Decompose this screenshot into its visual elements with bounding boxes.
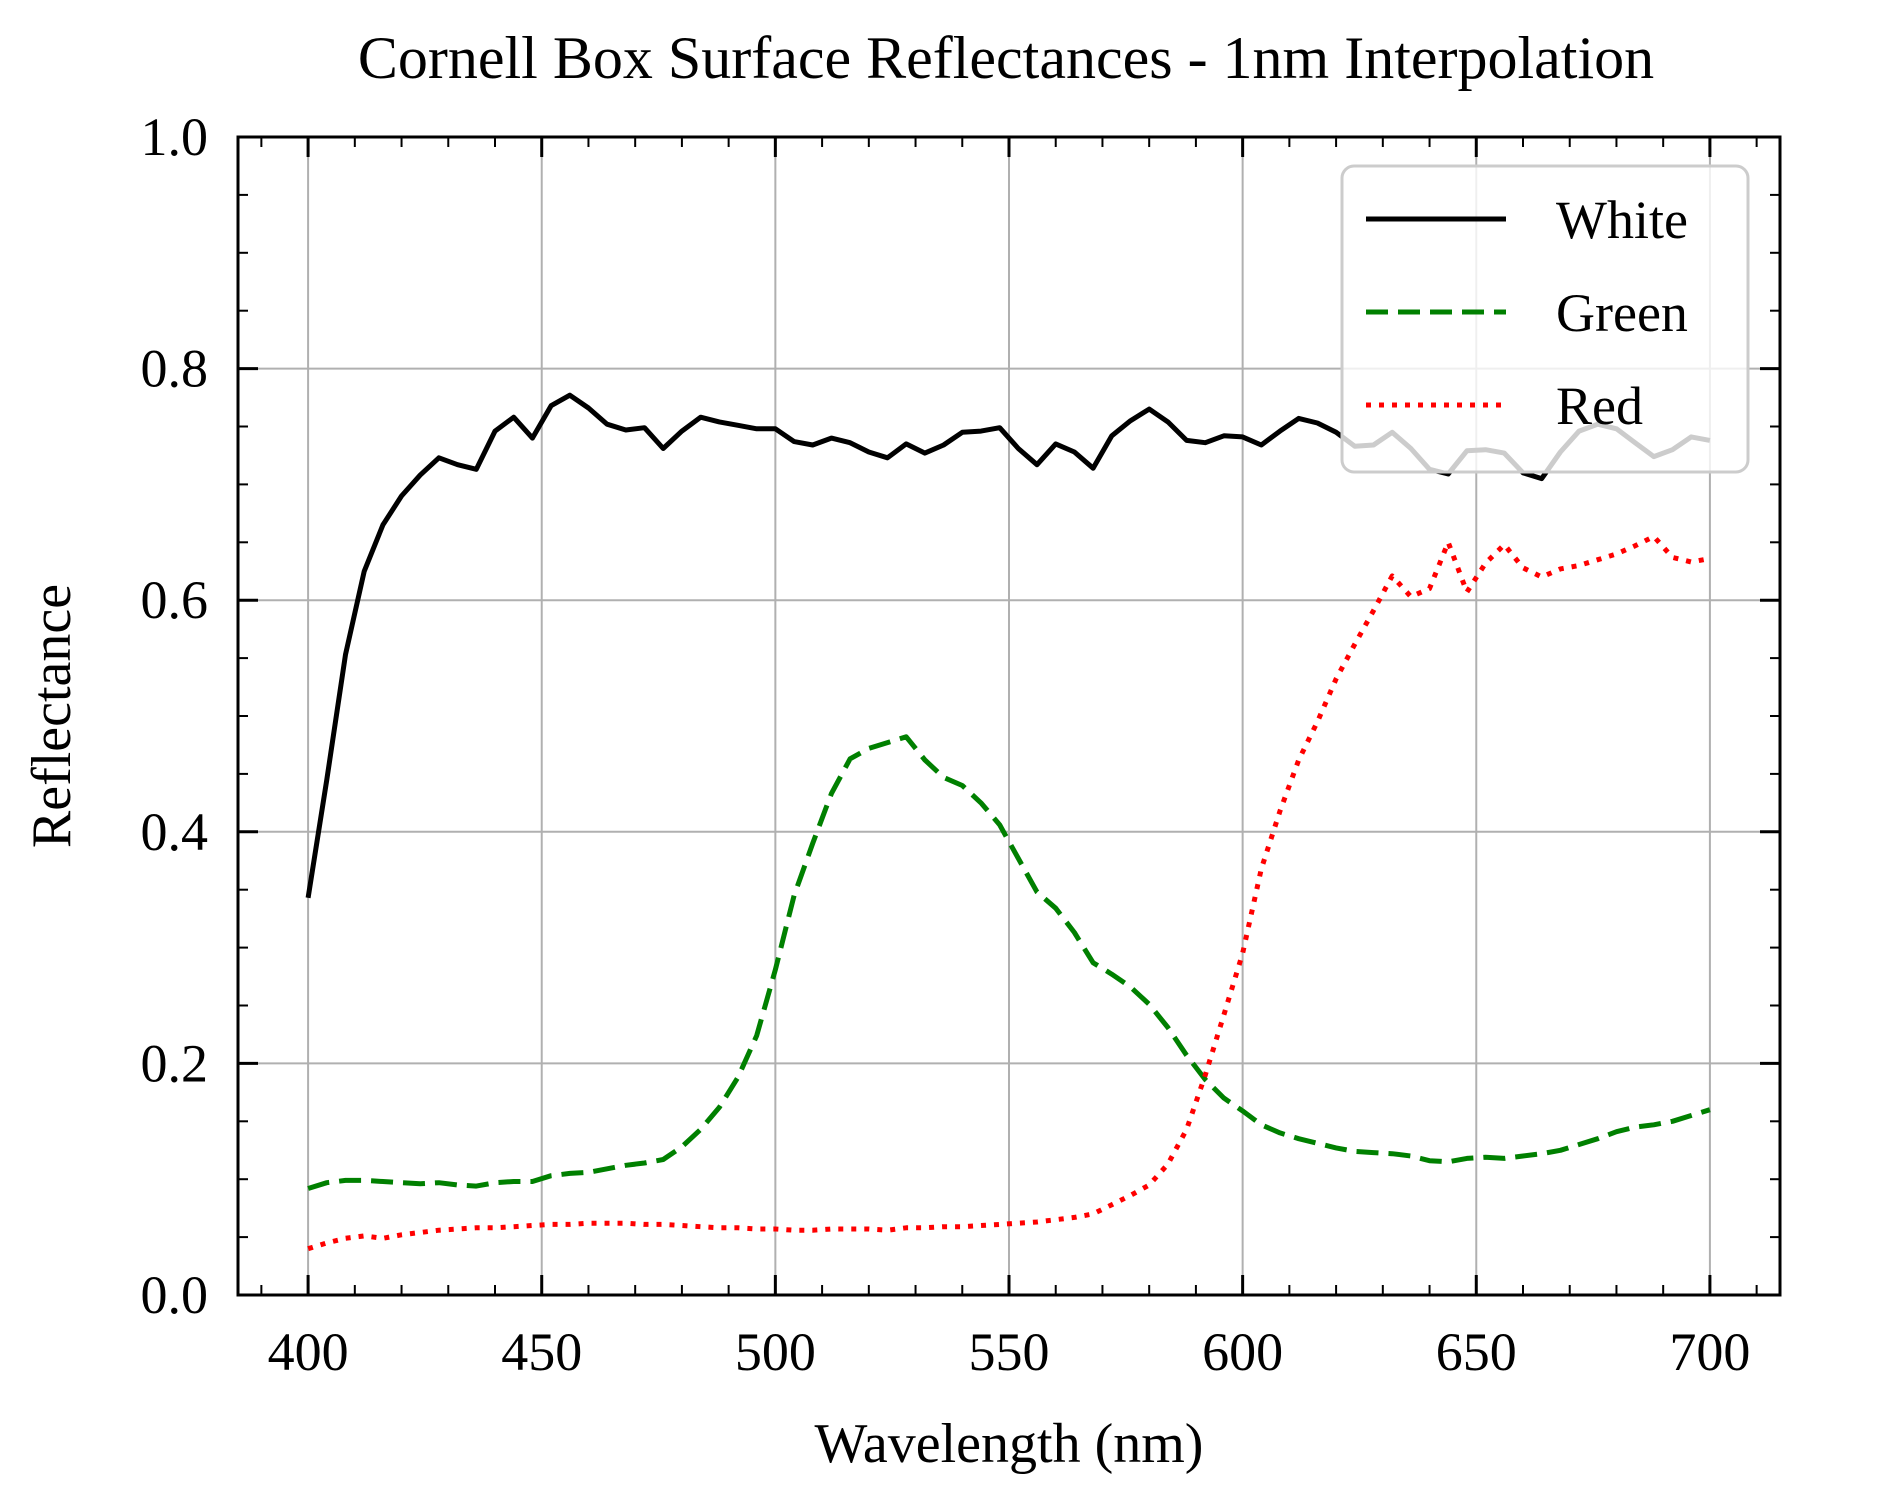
y-tick-label: 0.2 <box>141 1033 209 1093</box>
chart-title: Cornell Box Surface Reflectances - 1nm I… <box>358 25 1654 91</box>
x-tick-label: 600 <box>1202 1322 1283 1382</box>
x-tick-label: 550 <box>969 1322 1050 1382</box>
x-axis-label: Wavelength (nm) <box>815 1413 1204 1475</box>
x-tick-label: 500 <box>735 1322 816 1382</box>
y-tick-labels: 0.0 0.2 0.4 0.6 0.8 1.0 <box>141 107 209 1325</box>
series-line-green <box>307 734 1711 1191</box>
x-tick-label: 400 <box>268 1322 349 1382</box>
x-tick-label: 700 <box>1669 1322 1750 1382</box>
y-axis-label: Reflectance <box>21 584 83 848</box>
y-tick-label: 1.0 <box>141 107 209 167</box>
y-tick-label: 0.4 <box>141 802 209 862</box>
legend-label-white: White <box>1556 190 1688 250</box>
ticks <box>238 135 1780 1297</box>
legend: White Green Red <box>1340 164 1750 474</box>
x-tick-label: 450 <box>501 1322 582 1382</box>
x-tick-labels: 400 450 500 550 600 650 700 <box>268 1322 1751 1382</box>
x-tick-label: 650 <box>1436 1322 1517 1382</box>
legend-label-red: Red <box>1556 376 1643 436</box>
legend-box <box>1340 164 1750 474</box>
y-tick-label: 0.6 <box>141 570 209 630</box>
series-line-red <box>307 534 1711 1252</box>
y-tick-label: 0.0 <box>141 1265 209 1325</box>
legend-label-green: Green <box>1556 283 1688 343</box>
y-tick-label: 0.8 <box>141 339 209 399</box>
